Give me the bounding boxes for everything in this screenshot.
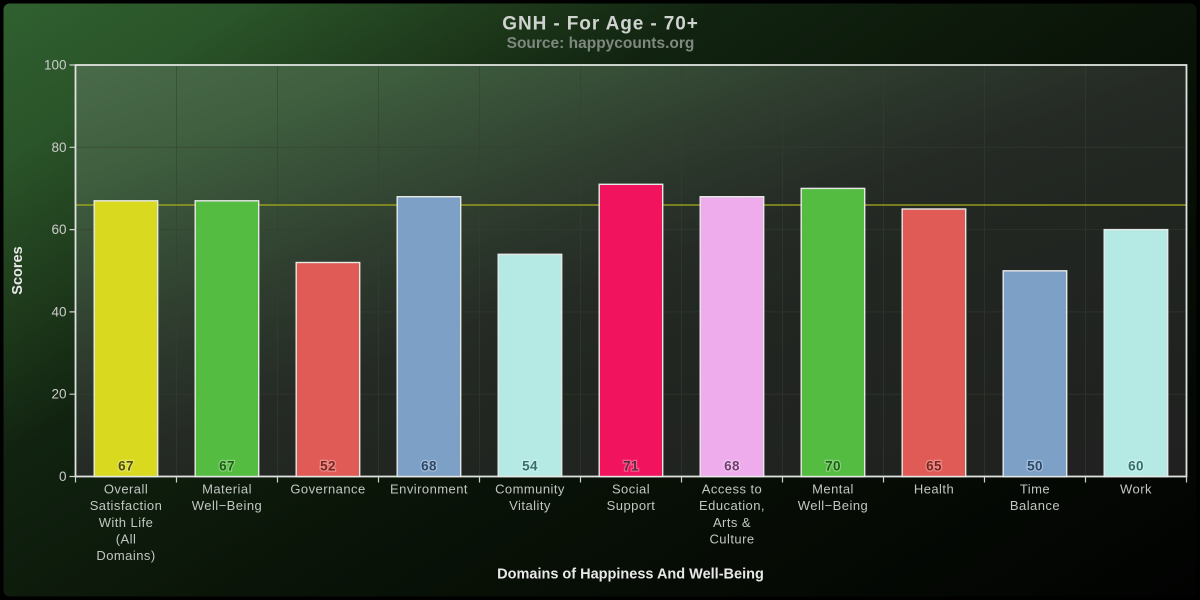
svg-text:60: 60 xyxy=(51,222,66,237)
svg-text:Environment: Environment xyxy=(390,481,468,496)
svg-text:Support: Support xyxy=(607,498,656,513)
svg-text:Overall: Overall xyxy=(104,481,148,496)
svg-text:52: 52 xyxy=(320,459,336,474)
svg-text:(All: (All xyxy=(116,532,137,547)
svg-text:60: 60 xyxy=(1128,459,1144,474)
svg-text:Culture: Culture xyxy=(709,532,754,547)
svg-text:68: 68 xyxy=(421,459,437,474)
svg-text:80: 80 xyxy=(51,140,66,155)
svg-text:Mental: Mental xyxy=(812,481,854,496)
svg-text:54: 54 xyxy=(522,459,538,474)
svg-text:Well−Being: Well−Being xyxy=(192,498,262,513)
svg-text:With Life: With Life xyxy=(99,515,154,530)
svg-text:52: 52 xyxy=(320,459,336,474)
svg-text:Source: happycounts.org: Source: happycounts.org xyxy=(507,35,695,52)
svg-text:Well−Being: Well−Being xyxy=(798,498,868,513)
svg-text:Work: Work xyxy=(1120,481,1152,496)
svg-text:50: 50 xyxy=(1027,459,1043,474)
svg-text:Access to: Access to xyxy=(702,481,762,496)
svg-text:60: 60 xyxy=(1128,459,1144,474)
svg-text:Arts &: Arts & xyxy=(713,515,751,530)
svg-text:Social: Social xyxy=(612,481,650,496)
svg-text:71: 71 xyxy=(623,459,639,474)
svg-text:GNH - For Age - 70+: GNH - For Age - 70+ xyxy=(502,14,698,35)
svg-text:0: 0 xyxy=(59,469,67,484)
svg-text:Material: Material xyxy=(202,481,252,496)
svg-text:68: 68 xyxy=(724,459,740,474)
svg-text:Scores: Scores xyxy=(10,246,26,294)
svg-text:50: 50 xyxy=(1027,459,1043,474)
svg-text:Domains): Domains) xyxy=(96,548,155,563)
svg-text:54: 54 xyxy=(522,459,538,474)
svg-text:Governance: Governance xyxy=(290,481,365,496)
svg-text:Time: Time xyxy=(1020,481,1050,496)
svg-text:67: 67 xyxy=(219,459,235,474)
svg-text:70: 70 xyxy=(825,459,841,474)
svg-text:Balance: Balance xyxy=(1010,498,1060,513)
svg-text:67: 67 xyxy=(219,459,235,474)
svg-text:65: 65 xyxy=(926,459,942,474)
svg-text:Education,: Education, xyxy=(699,498,765,513)
svg-text:65: 65 xyxy=(926,459,942,474)
svg-text:Community: Community xyxy=(495,481,565,496)
svg-text:70: 70 xyxy=(825,459,841,474)
svg-text:Health: Health xyxy=(914,481,954,496)
svg-text:100: 100 xyxy=(44,58,67,73)
svg-text:71: 71 xyxy=(623,459,639,474)
svg-text:67: 67 xyxy=(118,459,134,474)
svg-text:68: 68 xyxy=(421,459,437,474)
svg-text:Domains of Happiness And Well-: Domains of Happiness And Well-Being xyxy=(497,567,764,583)
svg-text:20: 20 xyxy=(51,387,66,402)
svg-text:68: 68 xyxy=(724,459,740,474)
svg-text:67: 67 xyxy=(118,459,134,474)
svg-text:40: 40 xyxy=(51,304,66,319)
svg-text:Satisfaction: Satisfaction xyxy=(90,498,163,513)
svg-text:Vitality: Vitality xyxy=(509,498,551,513)
